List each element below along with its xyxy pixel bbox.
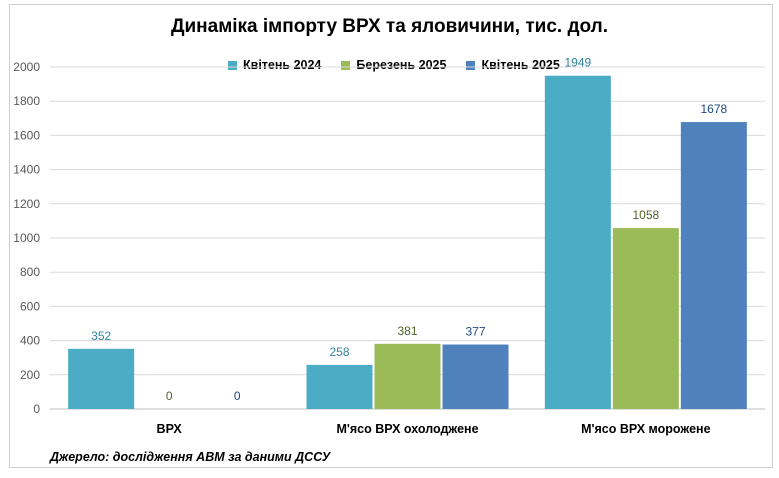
data-label: 381 bbox=[397, 324, 417, 338]
legend-swatch-1 bbox=[341, 60, 351, 70]
legend-swatch-0 bbox=[228, 60, 237, 70]
y-tick-label: 400 bbox=[20, 334, 40, 348]
chart-title: Динаміка імпорту ВРХ та яловичини, тис. … bbox=[170, 16, 609, 37]
legend-item-2: Квітень 2025 bbox=[466, 58, 560, 72]
legend-item-1: Березень 2025 bbox=[341, 58, 446, 72]
legend-item-0: Квітень 2024 bbox=[228, 58, 321, 72]
source-note: Джерело: дослідження АВМ за даними ДССУ bbox=[50, 450, 331, 464]
bar-1-0 bbox=[306, 364, 373, 409]
data-label: 1058 bbox=[632, 208, 659, 222]
y-tick-label: 1400 bbox=[13, 163, 40, 177]
y-tick-label: 2000 bbox=[13, 60, 40, 74]
bar-2-2 bbox=[680, 122, 747, 409]
y-tick-label: 1800 bbox=[13, 94, 40, 108]
legend-label-2: Квітень 2025 bbox=[481, 58, 560, 72]
legend-swatch-2 bbox=[466, 60, 476, 70]
y-tick-label: 1200 bbox=[13, 197, 40, 211]
data-label: 1678 bbox=[700, 102, 727, 116]
data-label: 0 bbox=[234, 389, 241, 403]
y-tick-label: 800 bbox=[20, 265, 40, 279]
data-label: 0 bbox=[166, 389, 173, 403]
data-label: 352 bbox=[91, 329, 111, 343]
legend-label-0: Квітень 2024 bbox=[243, 58, 322, 72]
chart-legend: Квітень 2024 Березень 2025 Квітень 2025 bbox=[228, 58, 560, 72]
y-tick-label: 600 bbox=[20, 299, 40, 313]
legend-label-1: Березень 2025 bbox=[356, 58, 447, 72]
bar-2-1 bbox=[612, 228, 679, 409]
data-label: 258 bbox=[329, 345, 349, 359]
category-label: ВРХ bbox=[157, 422, 183, 436]
data-label: 1949 bbox=[564, 56, 591, 70]
data-label: 377 bbox=[465, 325, 485, 339]
y-tick-label: 0 bbox=[33, 402, 40, 416]
category-label: М'ясо ВРХ морожене bbox=[581, 422, 710, 436]
y-tick-label: 1600 bbox=[13, 128, 40, 142]
y-tick-label: 200 bbox=[20, 368, 40, 382]
category-label: М'ясо ВРХ охолоджене bbox=[336, 422, 478, 436]
y-tick-label: 1000 bbox=[13, 231, 40, 245]
bar-0-0 bbox=[68, 348, 135, 409]
bar-2-0 bbox=[544, 75, 611, 409]
bar-1-2 bbox=[442, 344, 509, 409]
bar-1-1 bbox=[374, 343, 441, 409]
